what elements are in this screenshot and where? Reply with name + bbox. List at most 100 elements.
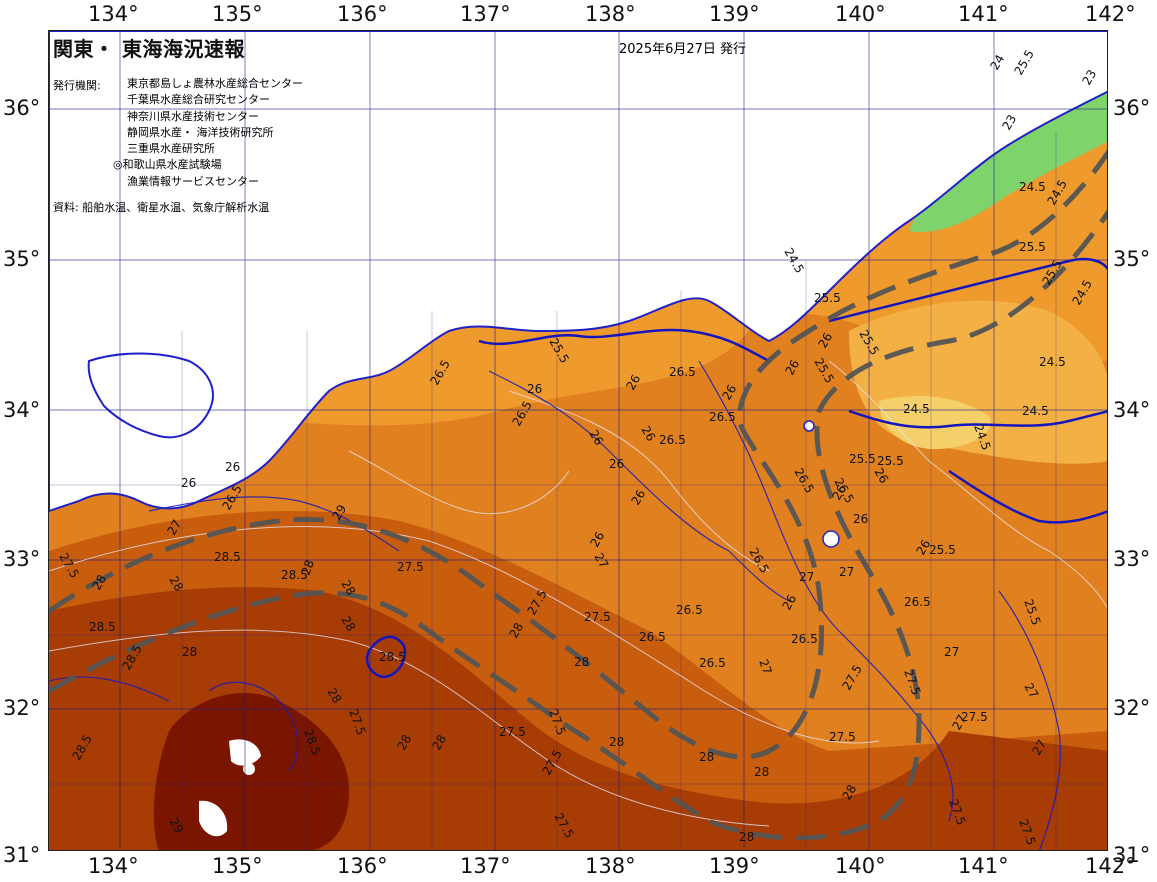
contour-label: 26: [853, 512, 868, 526]
island: [803, 420, 815, 432]
lon-label: 135°: [212, 2, 263, 26]
contour-label: 28: [299, 558, 317, 577]
island: [822, 530, 840, 548]
lat-label: 34°: [3, 398, 41, 422]
contour-label: 27: [839, 565, 854, 579]
sea-zone-cool: [909, 91, 1107, 232]
contour-label: 26: [815, 330, 835, 350]
contour-label: 26: [779, 592, 799, 612]
contour-label: 26: [829, 482, 849, 502]
contour-label: 26: [527, 382, 542, 396]
sea-zone-23: [879, 396, 991, 450]
contour-label: 27.5: [584, 610, 611, 624]
minor-contours: [49, 360, 1107, 827]
contour-label: 28: [839, 782, 859, 802]
lat-label: 36°: [3, 96, 41, 120]
contour-label: 25.5: [814, 291, 841, 305]
contour-label: 28.5: [89, 620, 116, 634]
contour-label: 28: [574, 655, 589, 669]
contour-label: 27: [1029, 737, 1049, 757]
contour-label: 27.5: [961, 710, 988, 724]
contour-label: 26: [587, 529, 607, 549]
contour-label: 26: [628, 487, 648, 507]
lon-label: 139°: [709, 2, 760, 26]
contour-label: 28: [609, 735, 624, 749]
contour-label: 28: [338, 614, 358, 634]
contour-label: 25.5: [929, 543, 956, 557]
lon-label: 142°: [1085, 2, 1136, 26]
contour-label: 26: [638, 424, 658, 444]
contour-label: 26.5: [699, 656, 726, 670]
publisher-item: 神奈川県水産技術センター: [127, 109, 259, 123]
publisher-item: 東京都島しょ農林水産総合センター: [127, 77, 303, 90]
contour-label: 27: [799, 570, 814, 584]
lon-label: 141°: [958, 2, 1009, 26]
contour-label: 28.5: [379, 650, 406, 664]
map-header: 関東・ 東海海況速報: [53, 33, 245, 62]
contour-label: 24: [987, 52, 1007, 72]
lat-label: 33°: [3, 547, 41, 571]
lon-label: 140°: [835, 854, 886, 878]
contour-label: 28: [182, 645, 197, 659]
lat-label: 33°: [1113, 547, 1151, 571]
sea-temperature-map[interactable]: 26.5 26 26 27 27.5 28 28.5 28 28.5 28 28…: [48, 30, 1108, 851]
major-contours: [365, 257, 1107, 679]
issue-date: 2025年6月27日 発行: [619, 42, 747, 57]
lon-label: 142°: [1085, 854, 1136, 878]
contour-label: 27: [164, 517, 184, 537]
contour-label: 28: [89, 572, 109, 592]
lon-label: 135°: [212, 854, 263, 878]
minor-grid: [49, 131, 1107, 850]
lat-label: 31°: [3, 843, 41, 867]
lat-label: 34°: [1113, 398, 1151, 422]
contour-label: 28: [739, 830, 754, 844]
contour-label: 29: [329, 502, 349, 522]
lon-label: 141°: [958, 854, 1009, 878]
contour-label: 28.5: [214, 550, 241, 564]
publisher-label: 発行機関:: [53, 79, 101, 92]
contour-label: 27: [756, 657, 774, 676]
contour-label: 26.5: [669, 365, 696, 379]
contour-label: 27.5: [397, 560, 424, 574]
contour-label: 28: [166, 574, 186, 594]
contour-label: 24.5: [1022, 404, 1049, 418]
publisher-item: 静岡県水産・ 海洋技術研究所: [127, 125, 274, 139]
lat-label: 32°: [1113, 696, 1151, 720]
lat-label: 31°: [1113, 843, 1151, 867]
contour-label: 27: [949, 712, 969, 732]
contour-label: 26.5: [659, 433, 686, 447]
lon-label: 138°: [585, 2, 636, 26]
lon-label: 139°: [709, 854, 760, 878]
island: [243, 763, 255, 775]
publisher-item: 三重県水産研究所: [127, 142, 215, 156]
map-title: 関東・ 東海海況速報: [53, 37, 245, 61]
contour-label: 26: [913, 537, 933, 557]
lat-label: 35°: [1113, 247, 1151, 271]
contour-label: 26.5: [639, 630, 666, 644]
lon-label: 134°: [88, 2, 139, 26]
lon-label: 134°: [88, 854, 139, 878]
publisher-item: 漁業情報サービスセンター: [127, 174, 259, 188]
contour-label: 27.5: [499, 725, 526, 739]
contour-label: 25.5: [1019, 240, 1046, 254]
contour-label: 27: [944, 645, 959, 659]
contour-label: 26: [623, 372, 643, 392]
lon-label: 138°: [585, 854, 636, 878]
contour-label: 28: [754, 765, 769, 779]
contour-label: 28: [429, 732, 449, 752]
contour-label: 26: [225, 460, 240, 474]
lon-label: 136°: [337, 2, 388, 26]
contour-label: 26.5: [904, 595, 931, 609]
contour-label: 27: [1021, 681, 1041, 701]
kuroshio-axis: [49, 149, 1107, 841]
lat-label: 32°: [3, 696, 41, 720]
contour-label: 26: [609, 457, 624, 471]
contour-label: 27: [591, 551, 611, 571]
lon-label: 136°: [337, 854, 388, 878]
contour-label: 29: [166, 816, 186, 836]
contour-label: 26: [871, 466, 891, 486]
contour-label: 24.5: [903, 402, 930, 416]
contour-label: 26: [181, 476, 196, 490]
publisher-item: ◎和歌山県水産試験場: [113, 158, 222, 172]
contour-label: 28: [394, 732, 414, 752]
